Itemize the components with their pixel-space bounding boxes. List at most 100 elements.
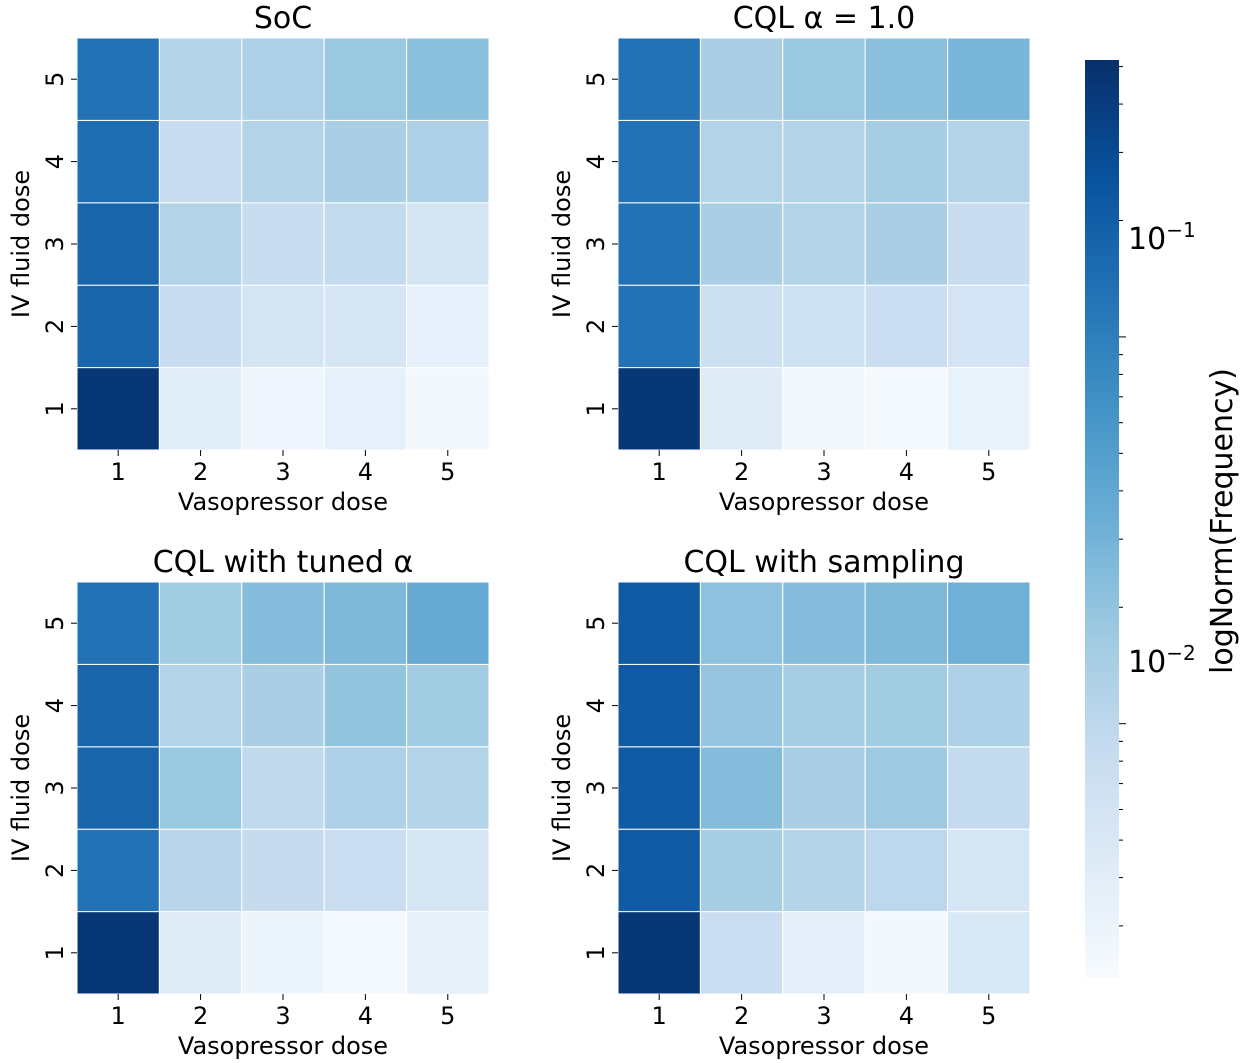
heatmap-cell xyxy=(617,284,701,369)
x-axis-label: Vasopressor dose xyxy=(719,1032,929,1060)
heatmap-cell xyxy=(323,202,408,286)
heatmap-cell xyxy=(406,911,490,995)
heatmap-cell xyxy=(782,911,866,995)
heatmap-cell xyxy=(864,663,949,748)
heatmap-cell xyxy=(617,911,701,995)
heatmap-cell xyxy=(864,119,949,204)
y-tick-label: 1 xyxy=(582,401,610,416)
heatmap-cell xyxy=(406,367,490,451)
heatmap-cell xyxy=(323,828,408,913)
heatmap-cell xyxy=(782,828,866,913)
heatmap-cell xyxy=(241,581,325,665)
colorbar-label: logNorm(Frequency) xyxy=(1205,368,1240,674)
heatmap-cell xyxy=(864,37,949,121)
heatmap-cell xyxy=(406,663,490,748)
y-tick-label: 2 xyxy=(582,863,610,878)
heatmap-cell xyxy=(406,284,490,369)
heatmap-panel-3: CQL with tuned α 1 2 3 4 5 1 2 3 4 5 Vasopressor do… xyxy=(7,545,490,1060)
x-tick-label: 1 xyxy=(111,458,126,486)
heatmap-cell xyxy=(158,581,243,665)
y-tick-label: 5 xyxy=(582,616,610,631)
heatmap-cell xyxy=(241,663,325,748)
y-tick-label: 3 xyxy=(41,236,69,251)
x-tick-label: 1 xyxy=(652,458,667,486)
heatmap-cell xyxy=(406,37,490,121)
heatmap-cell xyxy=(617,828,701,913)
heatmap-cell xyxy=(699,581,784,665)
y-tick-label: 3 xyxy=(41,780,69,795)
heatmap-cell xyxy=(76,581,160,665)
y-axis-label: IV fluid dose xyxy=(7,170,35,318)
heatmap-cell xyxy=(699,911,784,995)
heatmap-cell xyxy=(782,119,866,204)
y-tick-label: 3 xyxy=(582,780,610,795)
heatmap-cell xyxy=(617,746,701,830)
heatmap-cell xyxy=(406,581,490,665)
y-tick-label: 4 xyxy=(582,154,610,169)
heatmap-cell xyxy=(617,581,701,665)
heatmap-cell xyxy=(947,367,1031,451)
heatmap-cell xyxy=(158,746,243,830)
x-tick-label: 4 xyxy=(899,1002,914,1030)
heatmap-cell xyxy=(782,284,866,369)
heatmap-panel-4: CQL with sampling 1 2 3 4 5 1 2 3 4 5 Vasopressor d… xyxy=(548,545,1031,1060)
heatmap-cell xyxy=(158,663,243,748)
x-tick-label: 5 xyxy=(981,1002,996,1030)
heatmap-cell xyxy=(406,828,490,913)
heatmap-cell xyxy=(617,202,701,286)
heatmap-panel-2: CQL α = 1.0 1 2 3 4 5 1 2 3 4 5 Vasopressor dose IV … xyxy=(548,1,1031,516)
x-axis-label: Vasopressor dose xyxy=(178,488,388,516)
heatmap-cell xyxy=(782,202,866,286)
heatmap-cell xyxy=(241,911,325,995)
heatmap-cell xyxy=(241,367,325,451)
colorbar-gradient xyxy=(1085,60,1119,978)
heatmap-cell xyxy=(864,746,949,830)
heatmap-cell xyxy=(158,911,243,995)
y-axis-label: IV fluid dose xyxy=(548,714,576,862)
heatmap-cell xyxy=(323,284,408,369)
heatmap-cell xyxy=(947,202,1031,286)
heatmap-cell xyxy=(158,828,243,913)
y-tick-label: 5 xyxy=(41,72,69,87)
colorbar: 10−1 10−2 logNorm(Frequency) xyxy=(1085,60,1240,978)
heatmap-cell xyxy=(158,284,243,369)
heatmap-cell xyxy=(947,911,1031,995)
heatmap-cell xyxy=(158,367,243,451)
heatmap-cell xyxy=(323,37,408,121)
panel-title: CQL with tuned α xyxy=(153,545,414,580)
x-tick-label: 3 xyxy=(816,1002,831,1030)
heatmap-cell xyxy=(864,284,949,369)
heatmap-cell xyxy=(323,663,408,748)
y-tick-label: 4 xyxy=(41,154,69,169)
panel-title: CQL α = 1.0 xyxy=(733,1,916,36)
heatmap-cell xyxy=(241,284,325,369)
heatmap-cell xyxy=(617,119,701,204)
heatmap-cell xyxy=(241,119,325,204)
heatmap-cell xyxy=(323,746,408,830)
heatmap-cell xyxy=(947,663,1031,748)
x-tick-label: 1 xyxy=(111,1002,126,1030)
heatmap-cell xyxy=(782,663,866,748)
heatmap-cell xyxy=(76,202,160,286)
heatmap-cell xyxy=(76,663,160,748)
heatmap-cell xyxy=(617,37,701,121)
heatmap-cell xyxy=(241,828,325,913)
heatmap-cell xyxy=(241,202,325,286)
y-tick-label: 2 xyxy=(41,863,69,878)
heatmap-cell xyxy=(699,202,784,286)
x-tick-label: 4 xyxy=(899,458,914,486)
heatmap-cell xyxy=(782,746,866,830)
heatmap-cell xyxy=(323,581,408,665)
heatmap-cell xyxy=(76,746,160,830)
x-tick-label: 1 xyxy=(652,1002,667,1030)
heatmap-cell xyxy=(947,284,1031,369)
y-axis-label: IV fluid dose xyxy=(548,170,576,318)
heatmap-cell xyxy=(864,202,949,286)
x-tick-label: 5 xyxy=(440,458,455,486)
heatmap-cell xyxy=(617,663,701,748)
heatmap-cell xyxy=(699,119,784,204)
x-tick-label: 3 xyxy=(275,1002,290,1030)
heatmap-cell xyxy=(947,581,1031,665)
heatmap-cell xyxy=(406,202,490,286)
